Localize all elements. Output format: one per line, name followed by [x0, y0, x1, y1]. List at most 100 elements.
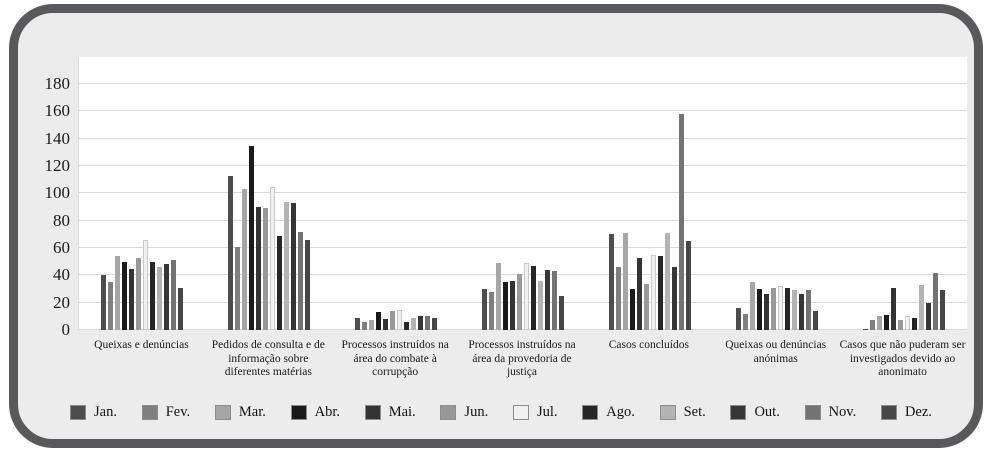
bar-mar: [242, 189, 248, 330]
bar-fev: [489, 291, 494, 330]
legend-item: Abr.: [290, 403, 340, 421]
bar-mai: [890, 287, 896, 330]
bar-ago: [784, 287, 790, 330]
legend-item: Mar.: [214, 403, 266, 421]
bar-ago: [531, 265, 536, 330]
legend-swatch-icon: [214, 404, 231, 420]
bar-abr: [756, 289, 762, 330]
legend-swatch-icon: [290, 404, 307, 420]
legend: Jan. Fev. Mar. Abr. Mai. Jun. Jul. Ago. Set. Out.…: [70, 401, 932, 423]
bar-group: [333, 57, 460, 330]
bar-nov: [805, 290, 811, 330]
bar-fev: [108, 282, 114, 330]
bar-abr: [629, 289, 635, 330]
bar-out: [418, 316, 424, 330]
bar-group: [713, 57, 840, 330]
bar-group: [586, 57, 713, 330]
legend-item: Jul.: [512, 403, 558, 421]
bar-dez: [178, 287, 184, 330]
bar-nov: [678, 114, 684, 330]
bar-out: [545, 269, 550, 330]
legend-item: Fev.: [141, 403, 191, 421]
gridline: [79, 137, 967, 139]
bar-jan: [608, 234, 614, 330]
bar-mai: [383, 319, 389, 330]
legend-label: Abr.: [314, 403, 340, 420]
bar-mar: [749, 282, 755, 330]
bar-jun: [770, 287, 776, 330]
legend-item: Jan.: [70, 404, 117, 421]
bar-groups: [79, 57, 967, 330]
y-tick-label: 80: [53, 210, 70, 230]
bar-out: [671, 267, 677, 330]
bar-abr: [376, 312, 382, 330]
y-tick-label: 120: [44, 156, 71, 175]
plot-area: [78, 57, 967, 330]
category-label: Pedidos de consulta e de informação sobr…: [211, 339, 325, 379]
bar-jul: [777, 286, 783, 330]
bar-jul: [143, 239, 149, 330]
bar-set: [538, 280, 543, 330]
bar-jan: [355, 317, 361, 330]
legend-swatch-icon: [730, 404, 747, 420]
y-tick-label: 100: [44, 183, 71, 203]
bar-jan: [482, 289, 487, 330]
legend-swatch-icon: [659, 404, 676, 420]
legend-swatch-icon: [141, 404, 158, 420]
bar-jun: [517, 273, 522, 330]
legend-label: Jul.: [536, 403, 558, 420]
bar-mar: [369, 320, 375, 330]
y-tick-label: 20: [53, 292, 70, 312]
legend-swatch-icon: [440, 404, 457, 420]
legend-swatch-icon: [364, 404, 381, 420]
bar-jan: [228, 175, 234, 330]
legend-label: Mai.: [388, 403, 416, 420]
bar-jun: [263, 208, 269, 330]
bar-fev: [362, 321, 368, 330]
bar-fev: [615, 267, 621, 330]
gridline: [79, 219, 967, 221]
y-tick-label: 140: [44, 128, 71, 148]
gridline: [79, 274, 967, 276]
bar-mai: [510, 280, 515, 330]
bar-nov: [298, 231, 304, 330]
legend-item: Set.: [659, 403, 706, 421]
legend-item: Nov.: [804, 404, 856, 421]
bar-out: [798, 294, 804, 330]
bar-dez: [685, 241, 691, 330]
legend-swatch-icon: [880, 404, 897, 420]
bar-abr: [122, 261, 128, 330]
y-tick-label: 180: [44, 74, 71, 93]
legend-label: Set.: [683, 403, 706, 420]
category-label: Casos que não puderam ser investigados d…: [839, 339, 966, 379]
bar-mai: [129, 268, 135, 330]
y-tick-label: 160: [44, 101, 71, 121]
bar-dez: [812, 310, 818, 330]
y-tick-label: 40: [53, 265, 70, 285]
bar-ago: [277, 235, 283, 330]
bar-jan: [101, 275, 107, 330]
bar-mar: [496, 263, 501, 330]
legend-item: Out.: [730, 404, 780, 421]
category-label: Casos concluídos: [608, 339, 689, 351]
legend-item: Ago.: [582, 404, 635, 421]
bar-jun: [897, 320, 903, 330]
bar-jan: [862, 328, 868, 330]
y-axis: 0 20 40 60 80 100 120 140 160 180: [26, 57, 71, 339]
bar-ago: [150, 261, 156, 330]
bar-abr: [249, 145, 255, 330]
bar-nov: [932, 272, 938, 330]
bar-mai: [763, 294, 769, 330]
bar-nov: [425, 316, 431, 330]
bar-out: [925, 302, 931, 330]
bar-dez: [305, 239, 311, 330]
bar-set: [918, 284, 924, 330]
gridline: [79, 110, 967, 112]
y-tick-label: 60: [53, 238, 70, 257]
bar-set: [157, 267, 163, 330]
category-label: Processos instruídos na área do combate …: [341, 339, 449, 379]
bar-jun: [643, 283, 649, 330]
legend-label: Mar.: [238, 403, 266, 420]
legend-label: Fev.: [165, 403, 191, 420]
gridline: [79, 83, 967, 84]
